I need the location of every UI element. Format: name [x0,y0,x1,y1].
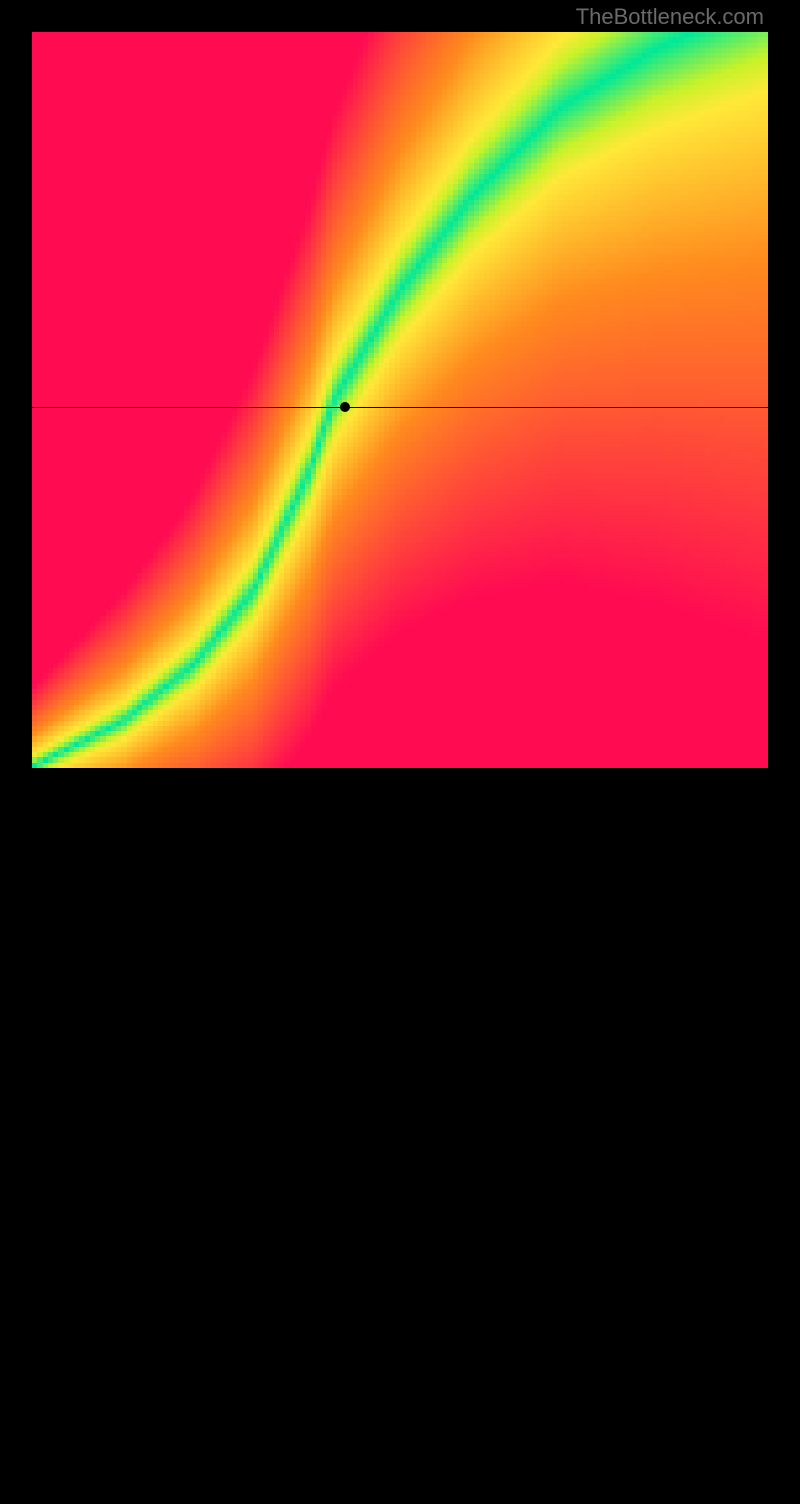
crosshair-vertical [345,768,346,1504]
crosshair-marker [340,402,350,412]
watermark-text: TheBottleneck.com [576,4,764,30]
heatmap-chart [32,32,768,768]
crosshair-horizontal [32,407,768,408]
heatmap-canvas [32,32,768,768]
